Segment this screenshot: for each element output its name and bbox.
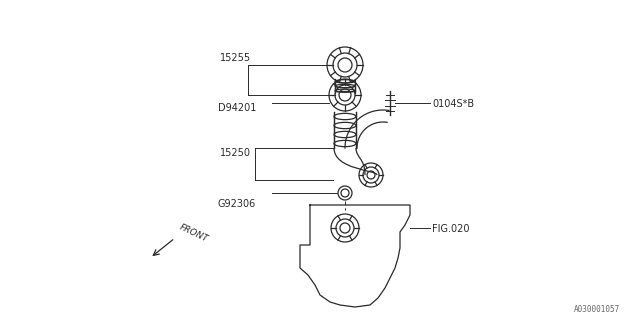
Text: FIG.020: FIG.020 — [432, 224, 470, 234]
Text: A030001057: A030001057 — [573, 305, 620, 314]
Text: 15255: 15255 — [220, 53, 251, 63]
Text: G92306: G92306 — [218, 199, 256, 209]
Text: 0104S*B: 0104S*B — [432, 99, 474, 109]
Text: 15250: 15250 — [220, 148, 251, 158]
Text: D94201: D94201 — [218, 103, 257, 113]
Text: FRONT: FRONT — [178, 223, 210, 244]
